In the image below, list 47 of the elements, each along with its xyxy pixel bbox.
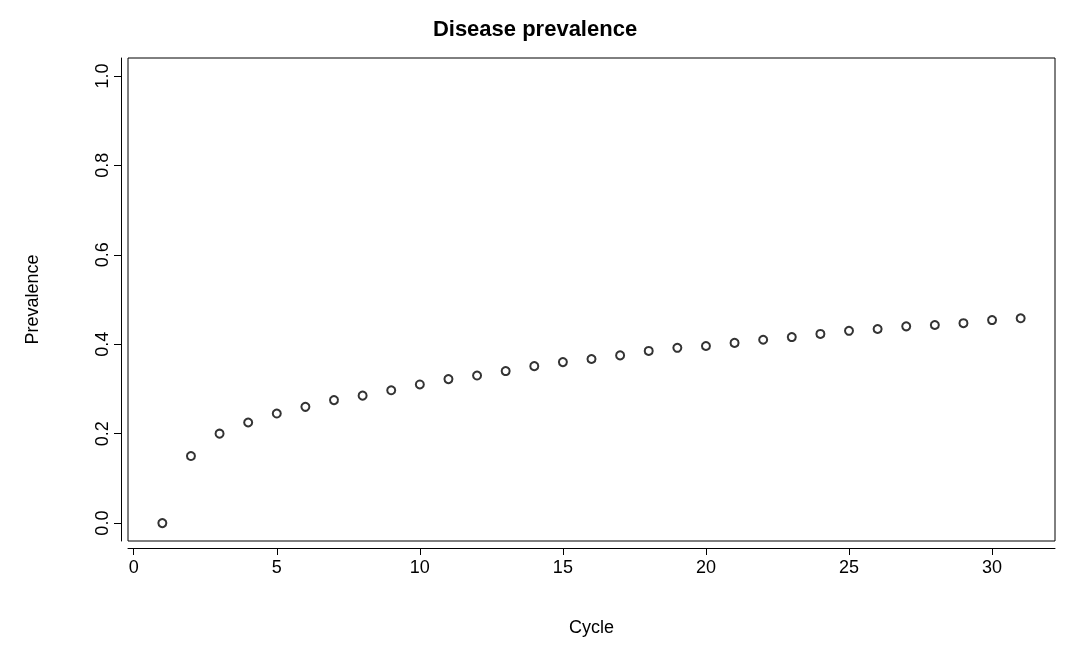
y-tick-label: 1.0 [92, 63, 112, 89]
chart-title: Disease prevalence [432, 15, 638, 41]
x-tick-label: 25 [838, 557, 860, 577]
point [157, 518, 168, 529]
point [329, 395, 339, 406]
point [700, 341, 711, 352]
point [443, 374, 454, 385]
y-axis-title: Prevalence [22, 254, 42, 345]
point [958, 318, 969, 329]
y-tick-label: 0.8 [92, 152, 112, 178]
point [357, 390, 368, 401]
point [529, 361, 540, 372]
point [758, 334, 769, 345]
point [586, 353, 597, 364]
x-tick-label: 0 [128, 557, 139, 577]
x-tick-label: 20 [695, 557, 716, 577]
point [472, 370, 483, 381]
point [987, 315, 998, 326]
point [872, 324, 883, 335]
point [786, 332, 797, 343]
point [672, 342, 683, 353]
point [815, 328, 826, 339]
x-axis-title: Cycle [568, 617, 615, 637]
point [1015, 313, 1026, 324]
point [901, 321, 912, 332]
point [844, 325, 854, 336]
point [300, 401, 311, 412]
point [929, 319, 940, 330]
point [643, 345, 654, 356]
y-tick-label: 0.2 [92, 421, 112, 447]
point [615, 350, 626, 361]
y-tick-label: 0.4 [92, 331, 112, 357]
x-tick-label: 5 [271, 557, 282, 577]
point [271, 408, 282, 419]
point [214, 428, 225, 439]
point [243, 417, 254, 428]
point [729, 337, 740, 348]
x-tick-label: 15 [552, 557, 573, 577]
x-tick-label: 10 [409, 557, 430, 577]
point [386, 385, 397, 396]
point [500, 366, 511, 377]
y-tick-label: 0.6 [92, 242, 112, 268]
point [414, 379, 425, 390]
point [557, 357, 568, 368]
point [185, 451, 196, 462]
x-tick-label: 30 [982, 557, 1003, 577]
y-tick-label: 0.0 [92, 510, 112, 536]
